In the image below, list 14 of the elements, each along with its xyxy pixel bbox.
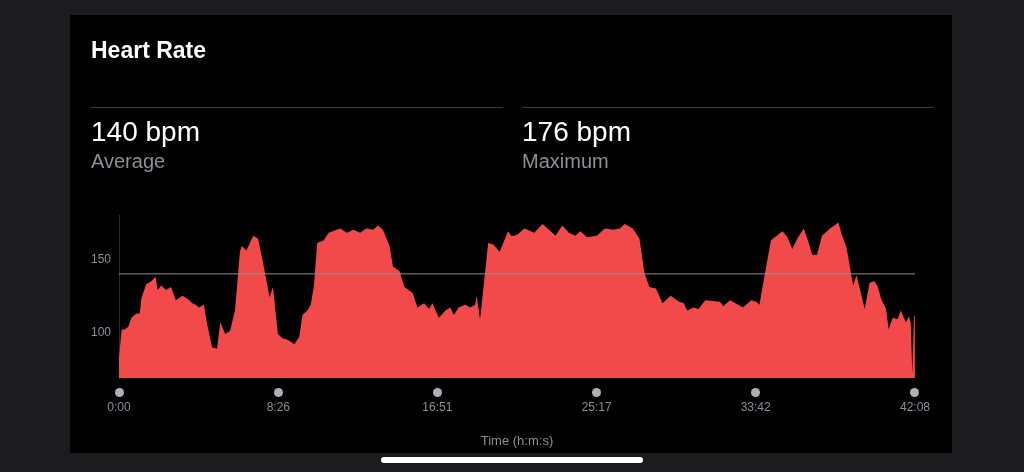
text: 140 bpm [91, 116, 201, 148]
text: Maximum [522, 150, 610, 173]
text: Average [91, 150, 167, 173]
y-tick-label: 150 [90, 251, 112, 266]
y-tick-label: 100 [90, 324, 112, 339]
x-tick-label: 16:51 [422, 399, 453, 414]
x-tick-label: 8:26 [266, 399, 291, 414]
x-tick-label: 42:08 [899, 399, 931, 414]
x-tick-label: 0:00 [107, 399, 131, 414]
text: 176 bpm [522, 116, 632, 148]
x-tick-label: 33:42 [740, 399, 772, 414]
x-tick-label: 25:17 [581, 399, 612, 414]
chart-title: Heart Rate [91, 37, 207, 64]
x-axis-title: Time (h:m:s) [480, 432, 554, 448]
